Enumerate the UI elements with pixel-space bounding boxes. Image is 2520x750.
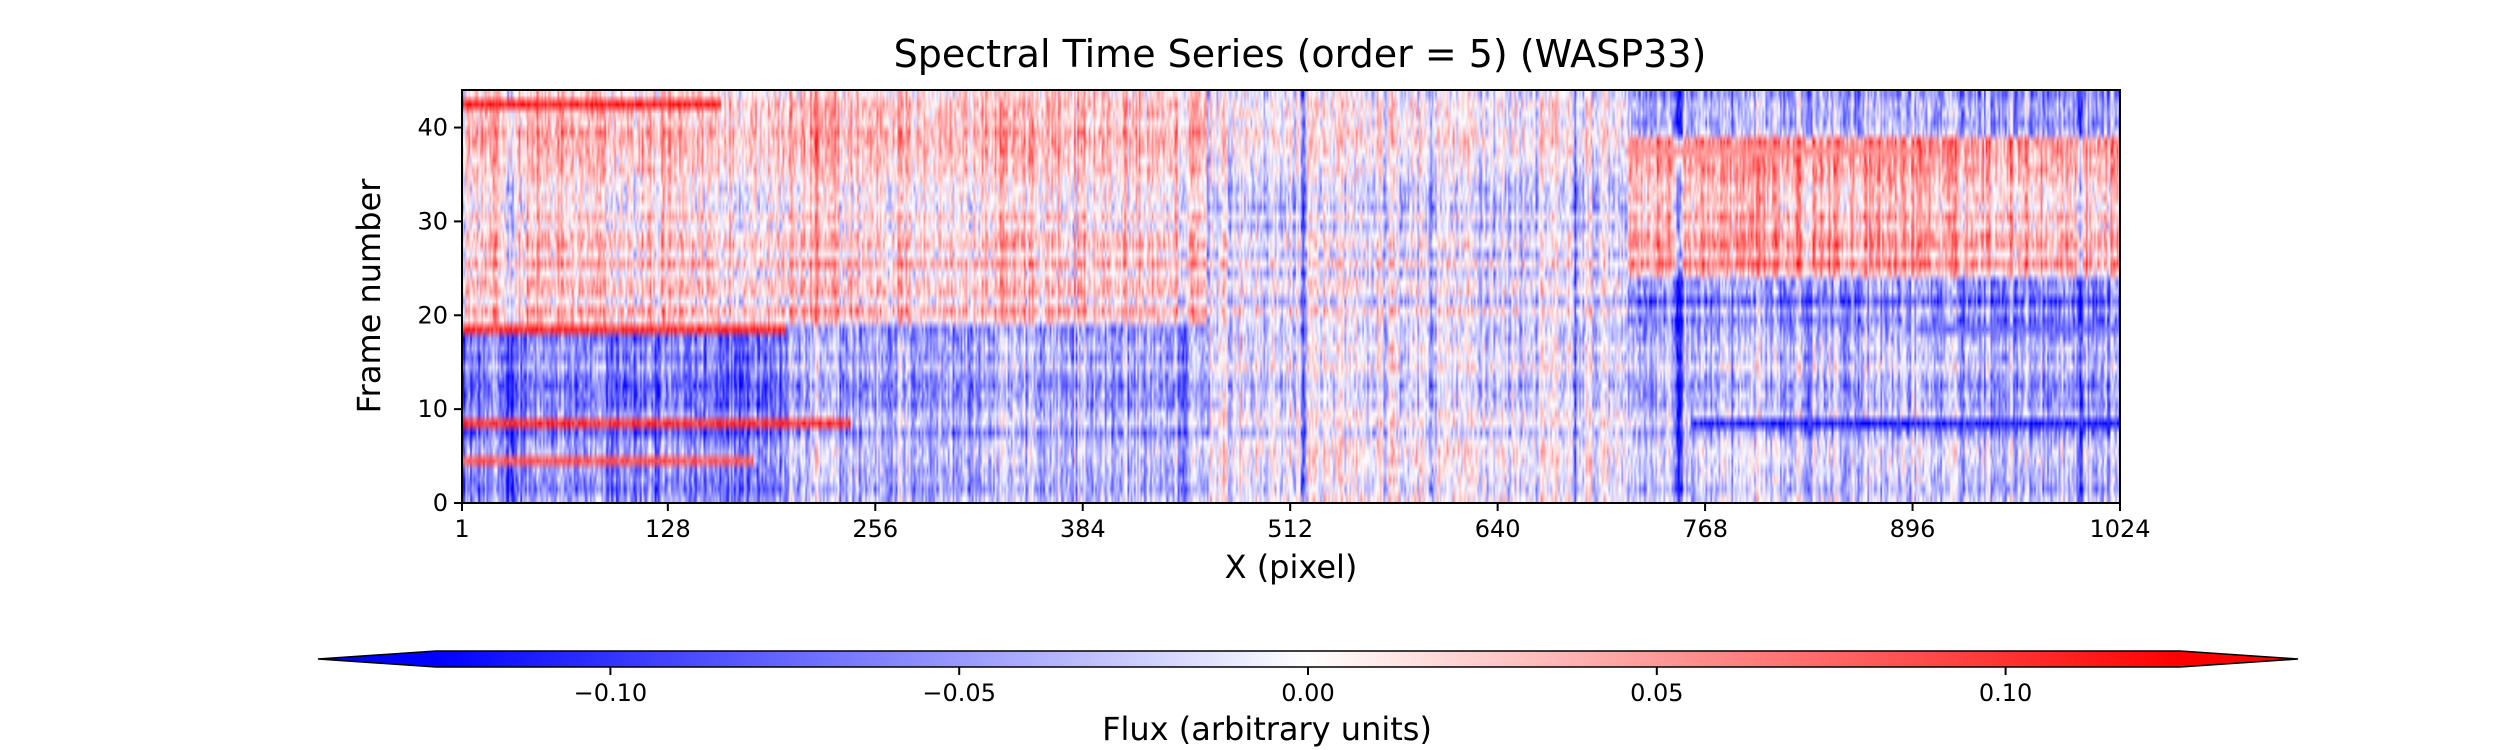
x-tick-label: 384 [1060,515,1106,543]
heatmap-image [462,90,2120,503]
colorbar-label: Flux (arbitrary units) [1102,710,1432,748]
x-tick-label: 1024 [2089,515,2150,543]
x-axis-label: X (pixel) [1225,548,1358,586]
x-tick-label: 640 [1475,515,1521,543]
x-tick-label: 1 [454,515,469,543]
x-tick-label: 512 [1267,515,1313,543]
colorbar-tick-label: −0.05 [922,679,996,707]
colorbar-tick-label: 0.05 [1630,679,1683,707]
x-tick-label: 256 [852,515,898,543]
y-tick-label: 40 [417,114,448,142]
colorbar-outline [317,650,2299,668]
colorbar-tick-label: −0.10 [574,679,648,707]
heatmap-plot-area [461,89,2121,504]
colorbar-extend-low [318,651,436,667]
colorbar-extend-high [2180,651,2298,667]
colorbar-ticks: −0.10 −0.05 0.00 0.05 0.10 [574,667,2032,707]
colorbar-tick-label: 0.00 [1281,679,1334,707]
x-axis: 1 128 256 384 512 640 768 896 1024 [454,503,2151,543]
colorbar-gradient [436,651,2180,667]
colorbar: −0.10 −0.05 0.00 0.05 0.10 Flux (arbitrary u… [317,650,2299,748]
y-axis: 0 10 20 30 40 [417,114,462,517]
colorbar-tick-label: 0.10 [1979,679,2032,707]
y-tick-label: 20 [417,301,448,329]
x-tick-label: 768 [1682,515,1728,543]
x-tick-label: 128 [645,515,691,543]
y-tick-label: 0 [433,489,448,517]
x-tick-label: 896 [1890,515,1936,543]
y-axis-label: Frame number [350,178,388,414]
y-tick-label: 30 [417,207,448,235]
y-tick-label: 10 [417,395,448,423]
chart-title: Spectral Time Series (order = 5) (WASP33… [894,32,1707,76]
